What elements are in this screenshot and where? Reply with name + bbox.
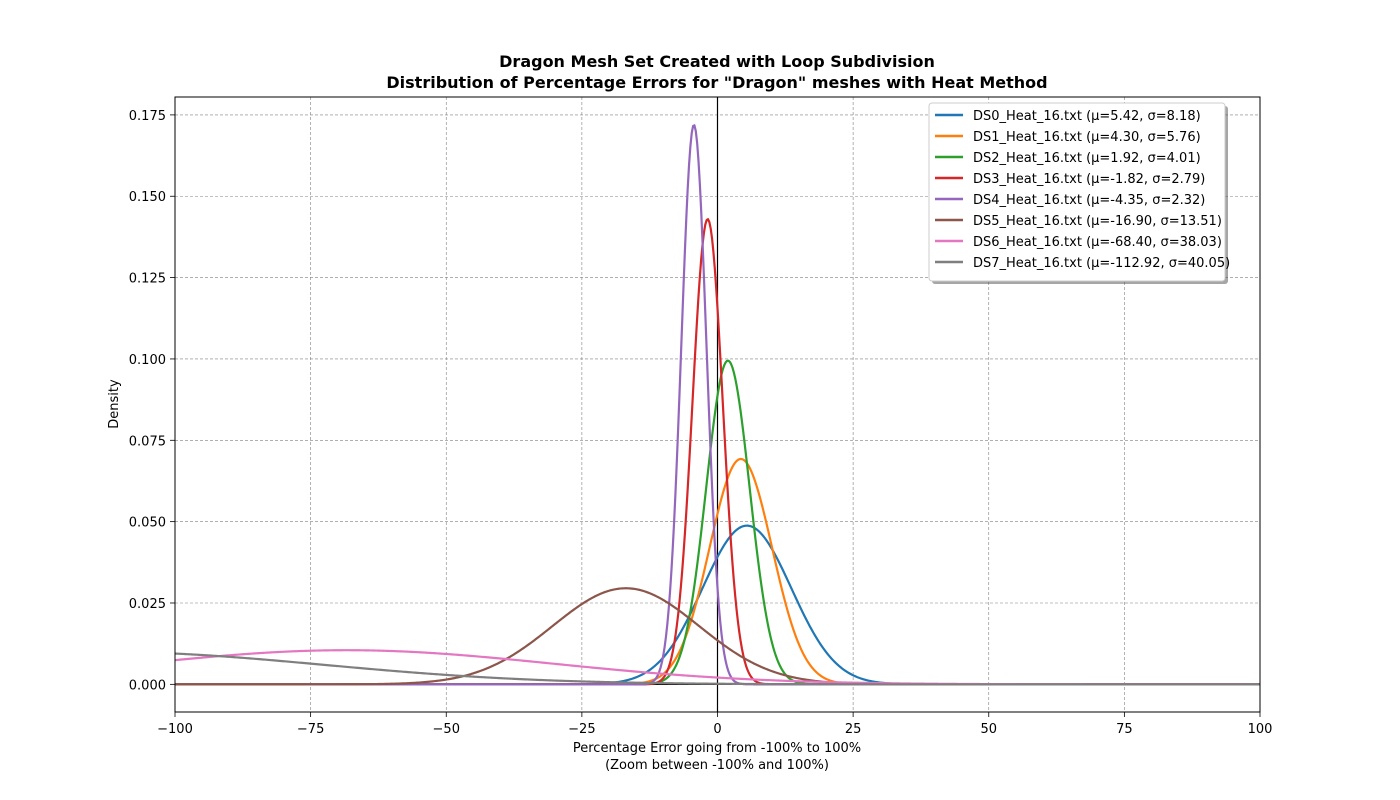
x-tick-label: −75 [297,722,324,737]
legend-label-7: DS7_Heat_16.txt (μ=-112.92, σ=40.05) [973,256,1230,271]
series-lines [174,124,1260,686]
x-tick-label: −100 [157,722,193,737]
x-tick-label: 25 [845,722,862,737]
x-tick-label: 50 [980,722,997,737]
legend-label-3: DS3_Heat_16.txt (μ=-1.82, σ=2.79) [973,172,1205,187]
legend-label-1: DS1_Heat_16.txt (μ=4.30, σ=5.76) [973,130,1201,145]
y-tick-label: 0.050 [129,516,166,531]
x-tick-label: 75 [1116,722,1133,737]
y-tick-label: 0.025 [129,597,166,612]
x-tick-label: 0 [713,722,721,737]
legend: DS0_Heat_16.txt (μ=5.42, σ=8.18) DS1_Heat… [928,102,1230,284]
y-tick-label: 0.150 [129,190,166,205]
legend-label-5: DS5_Heat_16.txt (μ=-16.90, σ=13.51) [973,214,1222,229]
legend-label-6: DS6_Heat_16.txt (μ=-68.40, σ=38.03) [973,235,1222,250]
x-tick-label: 100 [1248,722,1273,737]
y-tick-label: 0.125 [129,272,166,287]
x-tick-label: −25 [568,722,595,737]
series-line-7 [174,652,1260,686]
y-tick-label: 0.000 [129,678,166,693]
y-tick-label: 0.075 [129,434,166,449]
y-tick-label: 0.175 [129,109,166,124]
chart-subtitle: Distribution of Percentage Errors for "D… [386,73,1047,92]
chart-title: Dragon Mesh Set Created with Loop Subdiv… [499,52,935,71]
legend-box [928,102,1226,282]
x-tick-label: −50 [433,722,460,737]
y-axis-ticks: 0.000 0.025 0.050 0.075 0.100 0.125 0.150 0.175 [129,109,175,693]
x-axis-ticks: −100 −75 −50 −25 0 25 50 75 100 [157,712,1272,737]
legend-label-4: DS4_Heat_16.txt (μ=-4.35, σ=2.32) [973,193,1205,208]
y-axis-label: Density [107,379,122,429]
x-axis-label: Percentage Error going from -100% to 100… [573,741,861,756]
legend-label-2: DS2_Heat_16.txt (μ=1.92, σ=4.01) [973,151,1201,166]
y-tick-label: 0.100 [129,353,166,368]
x-axis-label-note: (Zoom between -100% and 100%) [605,758,829,773]
legend-label-0: DS0_Heat_16.txt (μ=5.42, σ=8.18) [973,109,1201,124]
